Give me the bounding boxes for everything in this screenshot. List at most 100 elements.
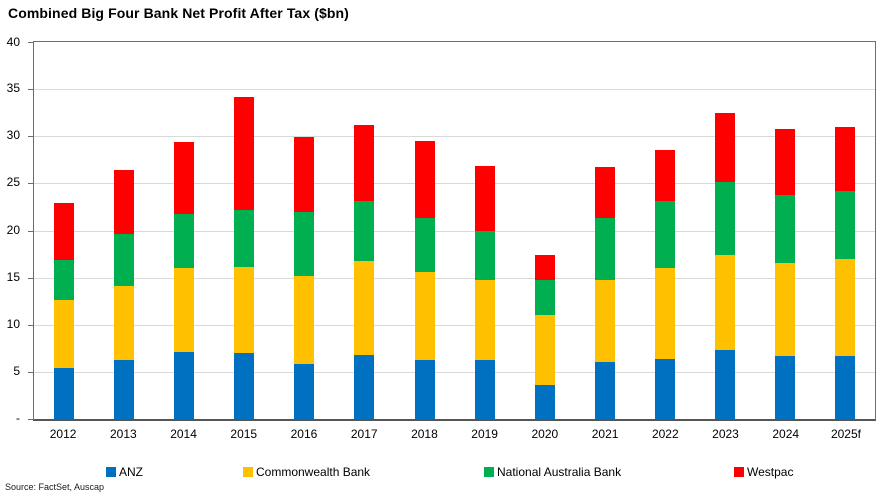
y-axis-tick-label: 30 bbox=[6, 128, 20, 143]
bar-segment bbox=[354, 124, 375, 202]
bar-segment bbox=[414, 359, 435, 419]
bar-segment bbox=[835, 258, 856, 356]
gridline bbox=[34, 277, 875, 279]
legend-label: ANZ bbox=[119, 465, 143, 479]
bar-segment bbox=[774, 128, 795, 195]
bar-segment bbox=[714, 181, 735, 256]
y-axis-tick bbox=[28, 324, 34, 326]
y-axis-tick-label: 25 bbox=[6, 175, 20, 190]
x-axis-tick-label: 2022 bbox=[651, 427, 679, 441]
source-note: Source: FactSet, Auscap bbox=[5, 482, 105, 492]
bar-column bbox=[515, 42, 575, 419]
bar-segment bbox=[714, 112, 735, 182]
stacked-bar bbox=[294, 42, 315, 419]
bar-segment bbox=[594, 167, 615, 219]
bar-segment bbox=[114, 170, 135, 235]
y-axis-tick-label: 5 bbox=[13, 363, 20, 378]
x-axis-tick-label: 2013 bbox=[109, 427, 137, 441]
bar-segment bbox=[835, 355, 856, 419]
legend-item: Commonwealth Bank bbox=[243, 464, 370, 480]
bar-segment bbox=[654, 201, 675, 269]
stacked-bar bbox=[534, 42, 555, 419]
bar-segment bbox=[414, 271, 435, 360]
bar-segment bbox=[835, 190, 856, 259]
x-axis-tick-label: 2017 bbox=[350, 427, 378, 441]
legend-item: Westpac bbox=[734, 464, 793, 480]
bars-layer bbox=[34, 42, 875, 419]
bar-segment bbox=[234, 353, 255, 419]
gridline bbox=[34, 230, 875, 232]
bar-segment bbox=[474, 279, 495, 360]
y-axis-tick bbox=[28, 42, 34, 43]
chart-title: Combined Big Four Bank Net Profit After … bbox=[8, 5, 349, 21]
bar-segment bbox=[774, 355, 795, 419]
bar-segment bbox=[774, 262, 795, 356]
gridline bbox=[34, 89, 875, 91]
bar-segment bbox=[294, 211, 315, 276]
bar-column bbox=[34, 42, 94, 419]
stacked-bar bbox=[654, 42, 675, 419]
bar-segment bbox=[54, 300, 75, 369]
stacked-bar bbox=[54, 42, 75, 419]
y-axis-tick bbox=[28, 371, 34, 373]
bar-segment bbox=[114, 359, 135, 419]
bar-segment bbox=[294, 364, 315, 419]
bar-segment bbox=[54, 259, 75, 301]
bar-segment bbox=[714, 350, 735, 419]
stacked-bar bbox=[234, 42, 255, 419]
legend-swatch-icon bbox=[106, 467, 116, 477]
x-axis-tick-label: 2024 bbox=[772, 427, 800, 441]
bar-segment bbox=[474, 359, 495, 419]
stacked-bar bbox=[354, 42, 375, 419]
legend-label: Westpac bbox=[747, 465, 794, 479]
x-axis-tick-label: 2012 bbox=[49, 427, 77, 441]
gridline bbox=[34, 183, 875, 185]
x-axis-labels: 2012 2013 2014 2015 2016 2017 2018 2019 2020 2021… bbox=[33, 427, 876, 441]
legend-swatch-icon bbox=[734, 467, 744, 477]
bar-segment bbox=[654, 268, 675, 359]
bar-column bbox=[575, 42, 635, 419]
stacked-bar bbox=[414, 42, 435, 419]
bar-segment bbox=[234, 209, 255, 268]
bar-column bbox=[394, 42, 454, 419]
x-axis-tick-label: 2018 bbox=[411, 427, 438, 441]
stacked-bar bbox=[714, 42, 735, 419]
bar-segment bbox=[234, 96, 255, 210]
x-axis-tick-label: 2014 bbox=[170, 427, 197, 441]
gridline bbox=[34, 324, 875, 326]
bar-segment bbox=[174, 141, 195, 214]
stacked-bar bbox=[774, 42, 795, 419]
x-axis-tick-label: 2019 bbox=[471, 427, 498, 441]
bar-segment bbox=[354, 201, 375, 261]
bar-segment bbox=[234, 267, 255, 354]
bar-segment bbox=[474, 166, 495, 231]
y-axis-tick bbox=[28, 136, 34, 138]
bar-segment bbox=[54, 203, 75, 260]
y-axis-tick bbox=[28, 230, 34, 232]
bar-segment bbox=[594, 218, 615, 281]
bar-segment bbox=[594, 280, 615, 362]
x-axis-tick-label: 2020 bbox=[531, 427, 559, 441]
y-axis-tick bbox=[28, 419, 34, 420]
bar-column bbox=[755, 42, 815, 419]
bar-segment bbox=[174, 352, 195, 419]
y-axis-tick-label: - bbox=[16, 411, 20, 425]
x-axis-tick-label: 2023 bbox=[712, 427, 739, 441]
stacked-bar bbox=[114, 42, 135, 419]
legend-item: ANZ bbox=[106, 464, 143, 480]
y-axis-labels: - 5 10 15 20 25 30 35 40 bbox=[0, 36, 26, 424]
legend-swatch-icon bbox=[243, 467, 253, 477]
bar-segment bbox=[654, 358, 675, 419]
bar-segment bbox=[534, 255, 555, 280]
y-axis-tick-label: 35 bbox=[6, 81, 20, 96]
chart-legend: ANZ Commonwealth Bank National Australia B… bbox=[0, 464, 882, 480]
bar-column bbox=[154, 42, 214, 419]
x-axis-tick-label: 2025f bbox=[830, 427, 861, 441]
bar-segment bbox=[534, 279, 555, 316]
legend-label: National Australia Bank bbox=[497, 465, 622, 479]
gridline bbox=[34, 371, 875, 373]
y-axis-tick-label: 15 bbox=[6, 269, 20, 284]
bar-column bbox=[815, 42, 875, 419]
bar-column bbox=[635, 42, 695, 419]
x-axis-tick-label: 2015 bbox=[230, 427, 258, 441]
